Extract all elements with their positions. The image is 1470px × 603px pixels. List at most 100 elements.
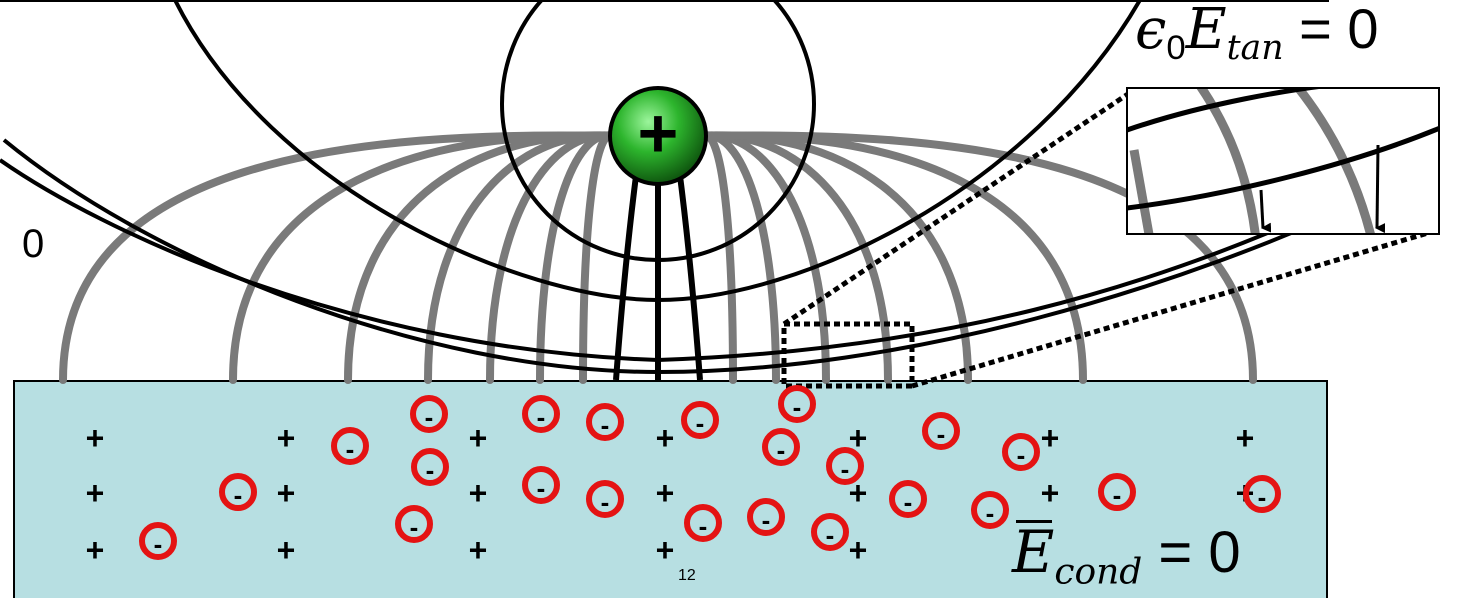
induced-negative-charge: - (586, 403, 624, 441)
field-line (579, 131, 617, 384)
conductor-positive-charge: + (277, 420, 296, 456)
svg-text:-: - (537, 473, 546, 503)
equipotentials (0, 0, 1389, 375)
induced-negative-charge: - (586, 480, 624, 518)
tangent-field-symbol: E (1186, 0, 1227, 62)
central-field-lines (613, 167, 703, 381)
svg-text:-: - (154, 529, 163, 559)
svg-text:-: - (777, 435, 786, 465)
svg-text:-: - (1113, 480, 1122, 510)
point-charge-sign: + (638, 94, 679, 172)
svg-text:-: - (537, 402, 546, 432)
svg-text:-: - (234, 480, 243, 510)
conductor-equals: = (1158, 520, 1193, 585)
svg-text:-: - (410, 512, 419, 542)
conductor-rhs: 0 (1208, 520, 1241, 585)
svg-text:-: - (986, 498, 995, 528)
svg-text:-: - (346, 434, 355, 464)
conductor-field-subscript: cond (1054, 551, 1143, 593)
zoom-indicator (781, 87, 1439, 389)
positive-point-charge: + (608, 86, 708, 186)
left-partial-label: 0 (22, 222, 45, 266)
epsilon-subscript: 0 (1166, 29, 1186, 68)
zoom-guide-upper (782, 87, 1136, 327)
induced-negative-charges: - - - --- ------- - - -- -- - - -- (139, 385, 1281, 560)
central-field-line-left (613, 167, 640, 381)
induced-negative-charge: - (395, 505, 433, 543)
induced-negative-charge: - (971, 491, 1009, 529)
tangent-equals: = (1299, 0, 1332, 60)
inset-field-line-c (1129, 149, 1154, 234)
inset-equipotential-upper (1127, 88, 1328, 133)
induced-negative-charge: - (139, 522, 177, 560)
field-line (536, 131, 617, 384)
equipotential-outer (173, 0, 1142, 303)
inset-view (1126, 87, 1440, 235)
epsilon-symbol: ϵ (1135, 0, 1167, 62)
inset-arrow-right (1375, 144, 1386, 234)
induced-negative-charge: - (1002, 433, 1040, 471)
field-line (229, 131, 617, 384)
tangent-field-equation: ϵ0Etan = 0 (1135, 0, 1379, 68)
equipotential-mid (2, 138, 1389, 375)
svg-text:-: - (762, 505, 771, 535)
tangent-rhs: 0 (1347, 0, 1379, 60)
induced-negative-charge: - (411, 448, 449, 486)
conductor-positive-charge: + (1041, 420, 1060, 456)
svg-text:-: - (793, 392, 802, 422)
conductor-positive-charge: + (86, 532, 105, 568)
inset-frame (1126, 87, 1440, 235)
equipotential-circle (500, 0, 816, 262)
zoom-region-box (781, 321, 915, 389)
field-line (699, 131, 780, 384)
induced-negative-charge: - (331, 427, 369, 465)
svg-text:-: - (425, 402, 434, 432)
conductor-block (13, 380, 1328, 602)
conductor-positive-charge: + (469, 420, 488, 456)
tangent-field-subscript: tan (1226, 28, 1284, 69)
conductor-positive-charge: + (656, 532, 675, 568)
inset-field-line-a (1196, 88, 1260, 234)
conductor-positive-charge: + (656, 420, 675, 456)
induced-negative-charge: - (684, 504, 722, 542)
svg-text:-: - (937, 419, 946, 449)
conductor-positive-charges: + + + + + + ++ + + + + + ++ + + + + (86, 420, 1255, 568)
central-field-line-right (676, 167, 703, 381)
induced-negative-charge: - (778, 385, 816, 423)
field-line (59, 131, 617, 384)
induced-negative-charge: - (410, 395, 448, 433)
induced-negative-charge: - (826, 447, 864, 485)
induced-negative-charge: - (1098, 473, 1136, 511)
induced-negative-charge: - (747, 498, 785, 536)
inset-equipotential-lower (1127, 125, 1439, 211)
conductor-positive-charge: + (277, 532, 296, 568)
field-line (699, 131, 1257, 384)
induced-negative-charge: - (922, 412, 960, 450)
induced-negative-charge: - (219, 473, 257, 511)
svg-text:-: - (696, 408, 705, 438)
svg-text:-: - (699, 511, 708, 541)
svg-text:-: - (426, 455, 435, 485)
conductor-positive-charge: + (86, 420, 105, 456)
equipotential-inner-lower (0, 158, 1311, 363)
conductor-positive-charge: + (1236, 420, 1255, 456)
inset-arrow-left (1259, 189, 1272, 233)
field-line (699, 131, 1087, 384)
svg-text:-: - (601, 410, 610, 440)
conductor-positive-charge: + (469, 475, 488, 511)
induced-negative-charge: - (681, 401, 719, 439)
induced-negative-charge: - (889, 480, 927, 518)
induced-negative-charge: - (811, 513, 849, 551)
page-number: 12 (678, 567, 696, 584)
conductor-positive-charge: + (1041, 475, 1060, 511)
conductor-positive-charge: + (469, 532, 488, 568)
induced-negative-charge: - (522, 466, 560, 504)
inset-field-line-b (1292, 88, 1376, 234)
zoom-guide-lower (911, 227, 1439, 389)
svg-text:-: - (1017, 440, 1026, 470)
conductor-positive-charge: + (277, 475, 296, 511)
conductor-positive-charge: + (656, 475, 675, 511)
induced-negative-charge: - (522, 395, 560, 433)
